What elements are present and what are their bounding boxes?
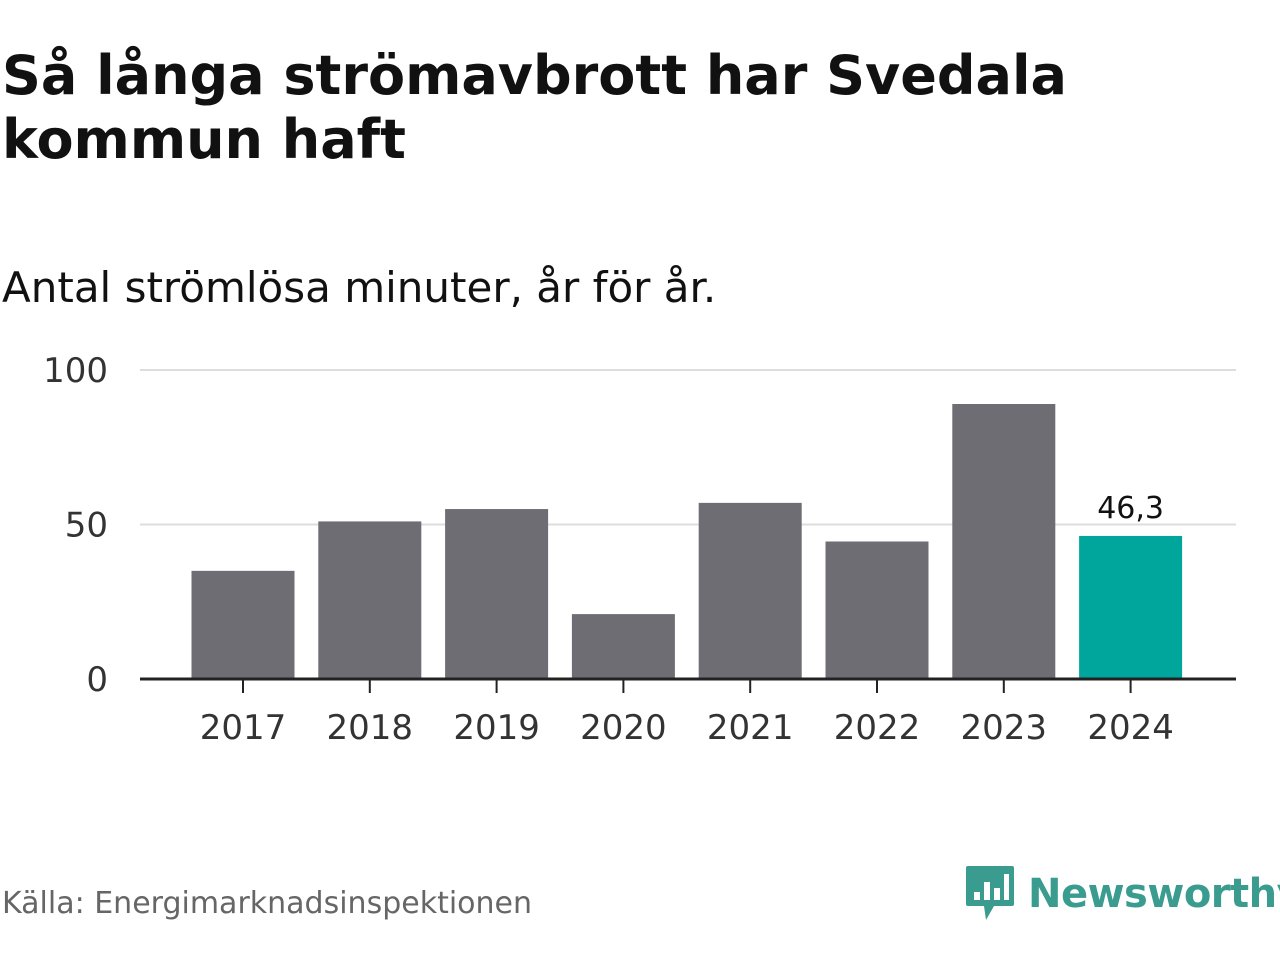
x-tick-label: 2019 [453, 708, 540, 748]
bar-2024 [1079, 535, 1183, 679]
bar-2023 [952, 403, 1056, 679]
chart-title: Så långa strömavbrott har Svedala kommun… [2, 44, 1067, 171]
x-tick-label: 2018 [327, 708, 414, 748]
labels: 0 50 100 2017 2018 2019 2020 2021 2022 2023 2024 46… [43, 351, 1174, 748]
bar-2022 [825, 541, 929, 679]
x-tick-label: 2024 [1087, 708, 1174, 748]
bar-2018 [318, 521, 422, 679]
y-tick-label: 100 [43, 351, 108, 391]
x-tick-label: 2020 [580, 708, 667, 748]
newsworthy-logo-icon [966, 866, 1014, 920]
x-tick-label: 2017 [200, 708, 287, 748]
bar-2021 [698, 502, 802, 679]
bar-chart: 0 50 100 2017 2018 2019 2020 2021 2022 2023 2024 46… [43, 351, 1236, 748]
y-tick-label: 0 [86, 660, 108, 700]
x-tick-label: 2022 [834, 708, 921, 748]
gridlines [140, 369, 1236, 526]
bars [191, 403, 1183, 679]
y-tick-label: 50 [65, 506, 108, 546]
bar-2019 [445, 509, 549, 679]
chart-subtitle: Antal strömlösa minuter, år för år. [2, 263, 717, 312]
bar-2020 [571, 614, 675, 679]
data-label: 46,3 [1097, 491, 1164, 526]
brand-logo: Newsworthy [964, 864, 1280, 924]
x-axis [140, 677, 1236, 693]
source-note: Källa: Energimarknadsinspektionen [2, 886, 533, 921]
x-tick-label: 2023 [961, 708, 1048, 748]
bar-2017 [191, 570, 295, 679]
x-tick-label: 2021 [707, 708, 794, 748]
brand-name: Newsworthy [1028, 871, 1280, 917]
